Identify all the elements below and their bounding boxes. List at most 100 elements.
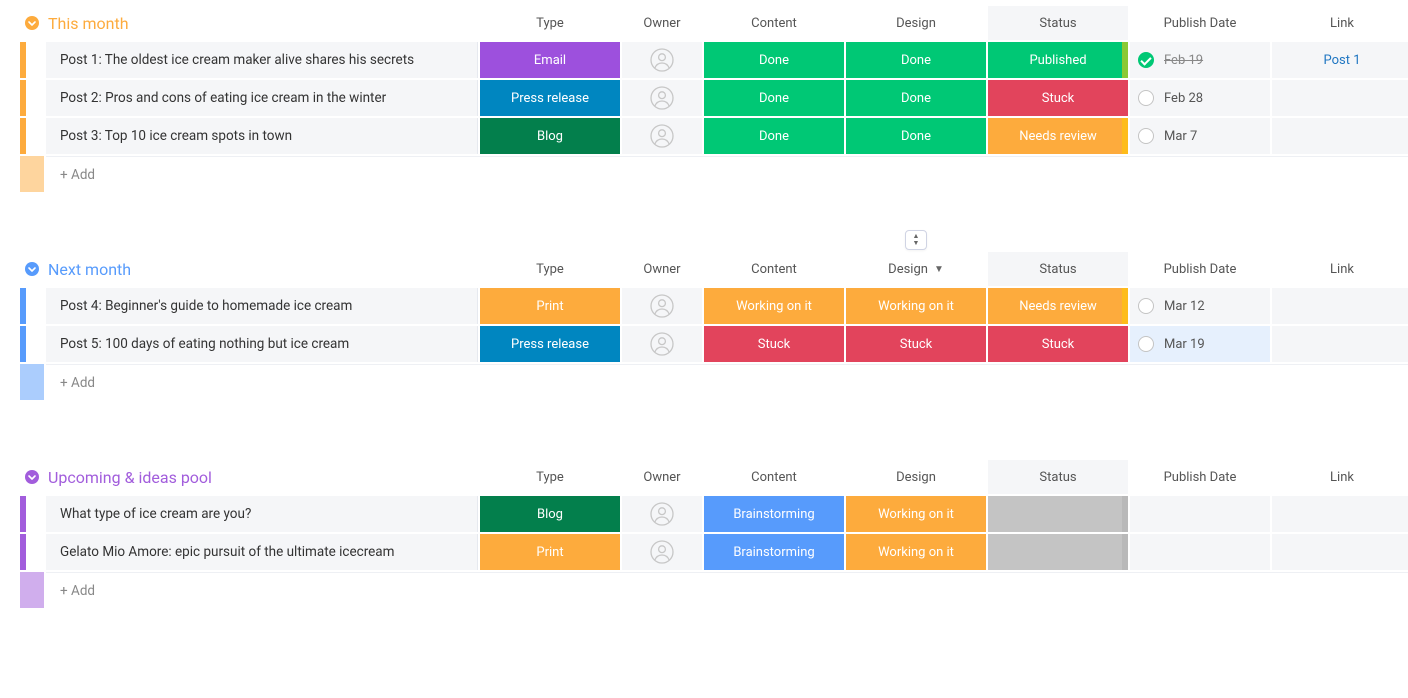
collapse-toggle[interactable] [20,6,44,40]
type-cell[interactable]: Print [480,534,620,570]
column-header-content[interactable]: Content [704,460,844,494]
add-item-label[interactable]: + Add [46,572,1408,608]
check-circle-icon[interactable] [1138,52,1154,68]
content-status-cell[interactable]: Done [704,118,844,154]
item-name[interactable]: Post 2: Pros and cons of eating ice crea… [46,80,478,116]
content-status-cell[interactable]: Working on it [704,288,844,324]
column-header-link[interactable]: Link [1272,6,1408,40]
content-status-cell[interactable]: Done [704,42,844,78]
column-header-content[interactable]: Content [704,6,844,40]
table-row[interactable]: Post 1: The oldest ice cream maker alive… [0,42,1408,78]
add-item-row[interactable]: + Add [0,156,1408,192]
column-header-owner[interactable]: Owner [622,460,702,494]
publish-date-cell[interactable]: Feb 28 [1130,80,1270,116]
column-sort-handle[interactable]: ▲▼ [905,230,927,250]
status-cell[interactable] [988,534,1128,570]
table-row[interactable]: Gelato Mio Amore: epic pursuit of the ul… [0,534,1408,570]
owner-cell[interactable] [622,326,702,362]
item-name[interactable]: Post 3: Top 10 ice cream spots in town [46,118,478,154]
design-status-cell[interactable]: Stuck [846,326,986,362]
column-header-link[interactable]: Link [1272,252,1408,286]
group-title[interactable]: Upcoming & ideas pool [46,460,478,494]
column-header-design[interactable]: Design [846,6,986,40]
type-cell[interactable]: Email [480,42,620,78]
type-cell[interactable]: Blog [480,118,620,154]
publish-date-cell[interactable]: Feb 19 [1130,42,1270,78]
link-cell[interactable] [1272,534,1408,570]
link-cell[interactable] [1272,326,1408,362]
link-cell[interactable] [1272,80,1408,116]
design-status-cell[interactable]: Done [846,118,986,154]
column-header-publish-date[interactable]: Publish Date [1130,6,1270,40]
owner-cell[interactable] [622,80,702,116]
design-status-cell[interactable]: Working on it [846,534,986,570]
column-header-status[interactable]: Status [988,460,1128,494]
item-name[interactable]: Post 1: The oldest ice cream maker alive… [46,42,478,78]
column-header-status[interactable]: Status [988,6,1128,40]
design-status-cell[interactable]: Done [846,80,986,116]
column-header-design[interactable]: Design▼▲▼ [846,252,986,286]
type-cell[interactable]: Print [480,288,620,324]
content-status-cell[interactable]: Stuck [704,326,844,362]
column-header-publish-date[interactable]: Publish Date [1130,460,1270,494]
empty-circle-icon[interactable] [1138,128,1154,144]
group-title[interactable]: This month [46,6,478,40]
status-cell[interactable]: Needs review [988,118,1128,154]
owner-cell[interactable] [622,118,702,154]
design-status-cell[interactable]: Working on it [846,288,986,324]
publish-date-cell[interactable] [1130,496,1270,532]
table-row[interactable]: Post 3: Top 10 ice cream spots in townBl… [0,118,1408,154]
column-header-type[interactable]: Type [480,6,620,40]
column-header-type[interactable]: Type [480,252,620,286]
table-row[interactable]: Post 4: Beginner's guide to homemade ice… [0,288,1408,324]
status-cell[interactable]: Published [988,42,1128,78]
content-status-cell[interactable]: Brainstorming [704,496,844,532]
collapse-toggle[interactable] [20,460,44,494]
publish-date-cell[interactable] [1130,534,1270,570]
table-row[interactable]: Post 2: Pros and cons of eating ice crea… [0,80,1408,116]
empty-circle-icon[interactable] [1138,298,1154,314]
column-header-publish-date[interactable]: Publish Date [1130,252,1270,286]
owner-cell[interactable] [622,288,702,324]
publish-date-cell[interactable]: Mar 7 [1130,118,1270,154]
link-cell[interactable] [1272,496,1408,532]
type-cell[interactable]: Press release [480,326,620,362]
item-name[interactable]: Post 4: Beginner's guide to homemade ice… [46,288,478,324]
empty-circle-icon[interactable] [1138,336,1154,352]
design-status-cell[interactable]: Working on it [846,496,986,532]
add-item-label[interactable]: + Add [46,364,1408,400]
status-cell[interactable]: Stuck [988,326,1128,362]
type-cell[interactable]: Blog [480,496,620,532]
dropdown-caret-icon[interactable]: ▼ [934,264,944,275]
design-status-cell[interactable]: Done [846,42,986,78]
add-item-row[interactable]: + Add [0,364,1408,400]
column-header-owner[interactable]: Owner [622,252,702,286]
item-name[interactable]: What type of ice cream are you? [46,496,478,532]
status-cell[interactable]: Needs review [988,288,1128,324]
owner-cell[interactable] [622,496,702,532]
group-title[interactable]: Next month [46,252,478,286]
type-cell[interactable]: Press release [480,80,620,116]
column-header-content[interactable]: Content [704,252,844,286]
link-cell[interactable] [1272,288,1408,324]
column-header-type[interactable]: Type [480,460,620,494]
publish-date-cell[interactable]: Mar 12 [1130,288,1270,324]
add-item-row[interactable]: + Add [0,572,1408,608]
column-header-design[interactable]: Design [846,460,986,494]
content-status-cell[interactable]: Brainstorming [704,534,844,570]
link-cell[interactable]: Post 1 [1272,42,1408,78]
owner-cell[interactable] [622,42,702,78]
table-row[interactable]: Post 5: 100 days of eating nothing but i… [0,326,1408,362]
owner-cell[interactable] [622,534,702,570]
column-header-owner[interactable]: Owner [622,6,702,40]
status-cell[interactable]: Stuck [988,80,1128,116]
item-name[interactable]: Gelato Mio Amore: epic pursuit of the ul… [46,534,478,570]
table-row[interactable]: What type of ice cream are you?Blog Brain… [0,496,1408,532]
column-header-status[interactable]: Status [988,252,1128,286]
collapse-toggle[interactable] [20,252,44,286]
status-cell[interactable] [988,496,1128,532]
link-cell[interactable] [1272,118,1408,154]
content-status-cell[interactable]: Done [704,80,844,116]
add-item-label[interactable]: + Add [46,156,1408,192]
link-text[interactable]: Post 1 [1323,53,1360,68]
